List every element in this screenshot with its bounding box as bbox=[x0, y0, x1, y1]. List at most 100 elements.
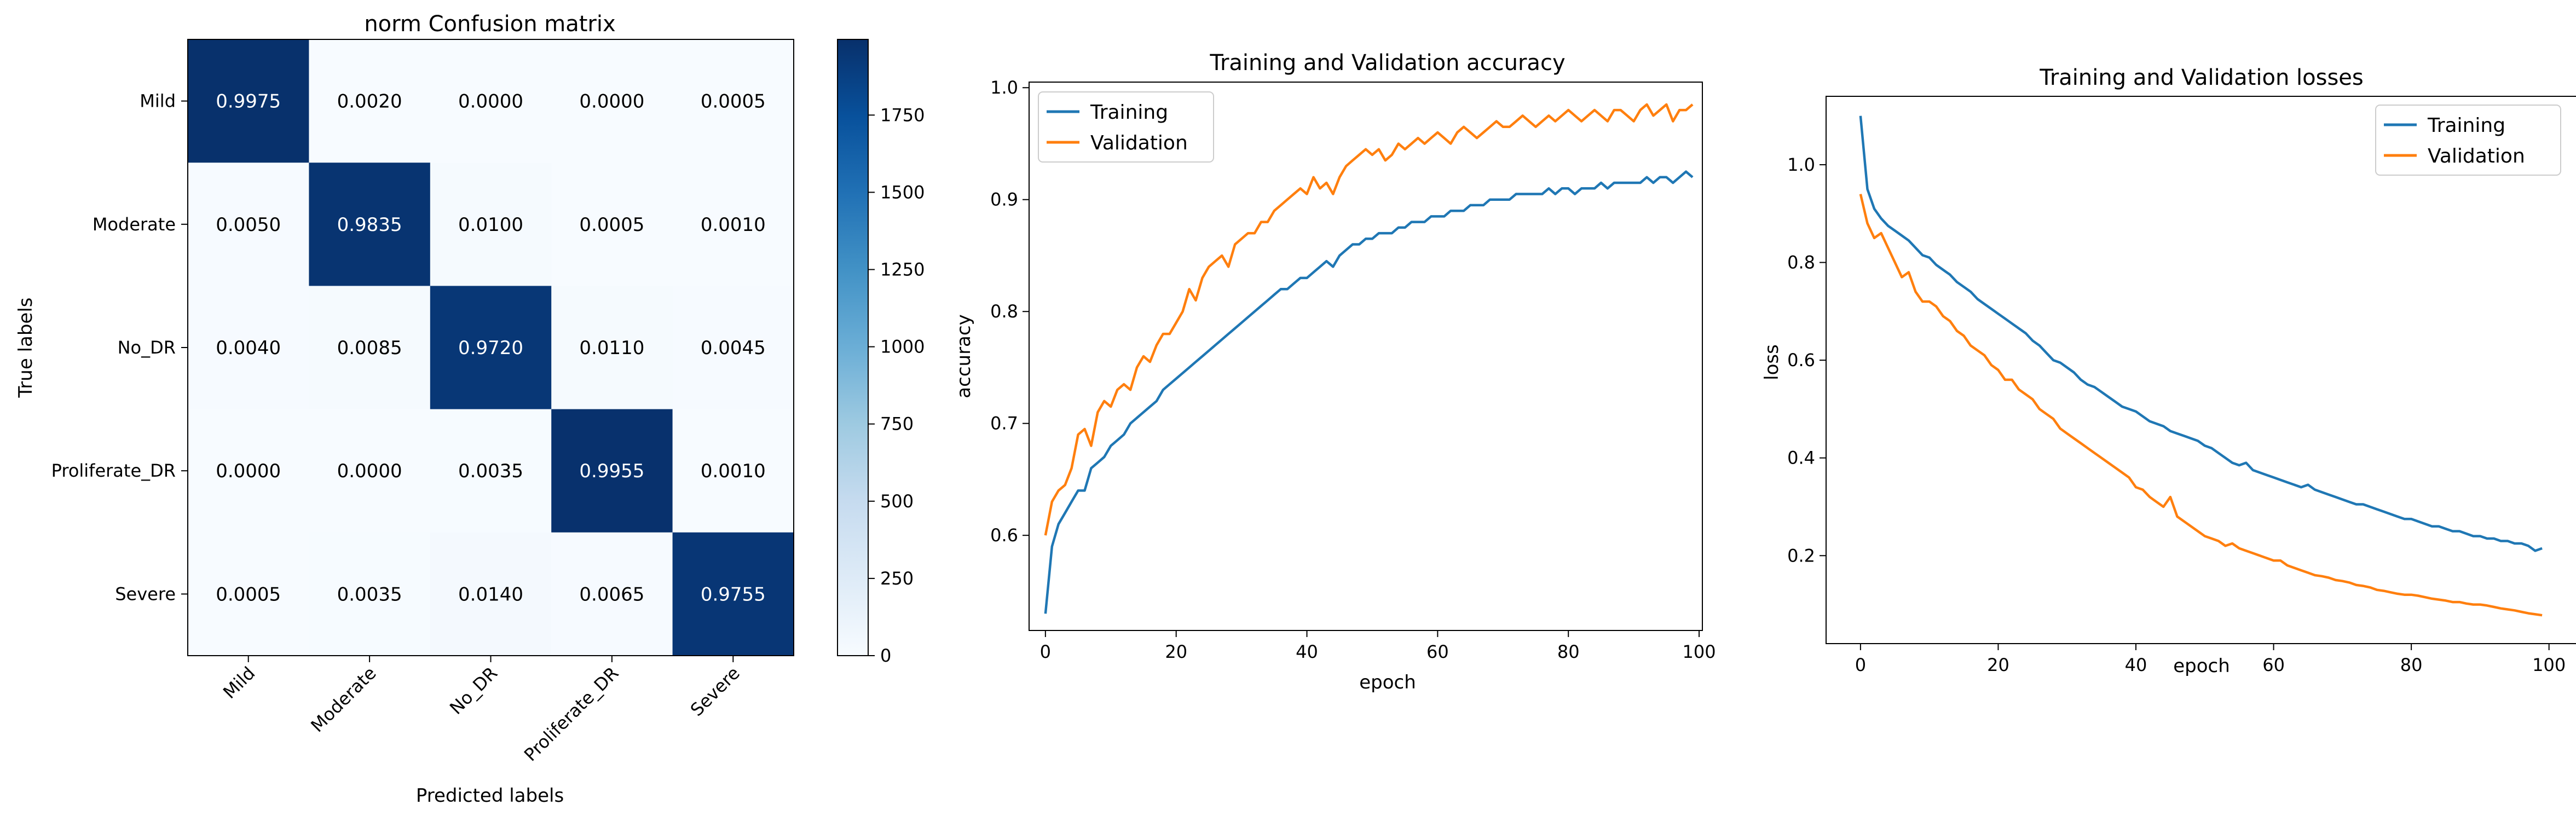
cm-cell bbox=[551, 163, 673, 286]
cm-cell-value: 0.0020 bbox=[337, 91, 402, 113]
cm-cell-value: 0.0010 bbox=[701, 214, 766, 236]
cm-cell-value: 0.0110 bbox=[579, 337, 644, 359]
cm-cell bbox=[188, 286, 309, 410]
acc-legend: Training Validation bbox=[1038, 91, 1214, 163]
cm-cell bbox=[672, 286, 794, 410]
loss-series-training bbox=[1859, 115, 2543, 552]
cm-yticks: Mild Moderate No_DR Proliferate_DR Severe bbox=[51, 91, 188, 604]
loss-xtick-label: 40 bbox=[2125, 655, 2147, 675]
cm-xtick-label: Moderate bbox=[307, 663, 380, 736]
loss-legend-training: Training bbox=[2427, 114, 2505, 137]
colorbar-ticks: 0 250 500 750 1000 1250 1500 1750 bbox=[868, 105, 925, 666]
cm-ytick-label: Mild bbox=[140, 91, 176, 112]
cm-cell-value: 0.0005 bbox=[579, 214, 644, 236]
acc-ytick-label: 0.9 bbox=[990, 189, 1018, 210]
cm-cell-value: 0.0000 bbox=[216, 460, 281, 482]
cm-cell bbox=[551, 286, 673, 410]
acc-xtick-label: 100 bbox=[1682, 641, 1716, 662]
accuracy-panel: Training and Validation accuracy 0 20 40 60… bbox=[953, 50, 1716, 693]
loss-xtick-label: 100 bbox=[2532, 655, 2566, 675]
acc-plot: 0 20 40 60 80 100 0.6 0.7 0.8 0.9 1.0 bbox=[990, 77, 1716, 662]
cm-cell-value: 0.0035 bbox=[337, 583, 402, 605]
cm-cell-value: 0.0010 bbox=[701, 460, 766, 482]
acc-legend-box bbox=[1038, 91, 1214, 163]
cm-cell-value: 0.0100 bbox=[458, 214, 523, 236]
cm-cell bbox=[309, 163, 431, 286]
cm-cell bbox=[188, 409, 309, 533]
cm-cell bbox=[551, 409, 673, 533]
cm-cell-value: 0.0045 bbox=[701, 337, 766, 359]
acc-series-training bbox=[1044, 170, 1694, 614]
acc-xtick-label: 20 bbox=[1165, 641, 1187, 662]
cm-cell-value: 0.9720 bbox=[458, 337, 523, 359]
cm-cells: 0.9975 0.0020 0.0000 0.0000 0.0005 0.0050 0.98… bbox=[188, 39, 794, 656]
cm-cell bbox=[430, 286, 552, 410]
cm-xtick-label: Severe bbox=[686, 663, 744, 720]
colorbar bbox=[837, 39, 869, 656]
loss-ytick-label: 0.8 bbox=[1787, 252, 1815, 273]
cm-cell bbox=[188, 39, 309, 163]
acc-xtick-label: 80 bbox=[1557, 641, 1580, 662]
cm-cell-value: 0.0140 bbox=[458, 583, 523, 605]
cm-cell-value: 0.9835 bbox=[337, 214, 402, 236]
loss-plot: 0 20 40 60 80 100 0.2 0.4 0.6 0.8 1.0 bbox=[1787, 115, 2566, 675]
acc-frame bbox=[1029, 82, 1703, 631]
loss-ytick-label: 0.2 bbox=[1787, 545, 1815, 566]
cm-cell-value: 0.0035 bbox=[458, 460, 523, 482]
loss-xtick-label: 60 bbox=[2262, 655, 2285, 675]
acc-ytick-label: 1.0 bbox=[990, 77, 1018, 98]
acc-xtick-label: 60 bbox=[1426, 641, 1449, 662]
cm-cell bbox=[430, 39, 552, 163]
cm-ylabel: True labels bbox=[15, 298, 37, 398]
cm-cell bbox=[672, 39, 794, 163]
loss-legend-validation: Validation bbox=[2428, 145, 2525, 167]
acc-xtick-label: 0 bbox=[1040, 641, 1051, 662]
cm-cell-value: 0.0050 bbox=[216, 214, 281, 236]
loss-xtick-label: 20 bbox=[1987, 655, 2009, 675]
acc-xlabel: epoch bbox=[1359, 672, 1416, 693]
loss-frame bbox=[1826, 96, 2576, 644]
cm-cell-value: 0.0085 bbox=[337, 337, 402, 359]
loss-xtick-label: 0 bbox=[1855, 655, 1866, 675]
acc-series-validation bbox=[1044, 103, 1694, 536]
loss-ylabel: loss bbox=[1761, 344, 1783, 380]
cm-cell bbox=[188, 532, 309, 656]
colorbar-tick-label: 750 bbox=[880, 414, 914, 435]
cm-cell-value: 0.0005 bbox=[701, 91, 766, 113]
cm-xtick-label: Mild bbox=[219, 663, 259, 703]
loss-ytick-label: 1.0 bbox=[1787, 154, 1815, 175]
loss-panel: Training and Validation losses 0 20 40 60 80… bbox=[1761, 65, 2576, 677]
colorbar-tick-label: 250 bbox=[880, 568, 914, 589]
cm-title: norm Confusion matrix bbox=[364, 11, 615, 37]
cm-cell-value: 0.0000 bbox=[579, 91, 644, 113]
acc-ytick-label: 0.7 bbox=[990, 413, 1018, 434]
acc-ytick-label: 0.6 bbox=[990, 525, 1018, 546]
loss-series-validation bbox=[1859, 194, 2543, 617]
loss-ytick-label: 0.4 bbox=[1787, 448, 1815, 468]
cm-cell-value: 0.0040 bbox=[216, 337, 281, 359]
cm-cell bbox=[551, 532, 673, 656]
colorbar-tick-label: 1500 bbox=[880, 182, 925, 202]
colorbar-tick-label: 0 bbox=[880, 645, 891, 666]
cm-cell-value: 0.9955 bbox=[579, 460, 644, 482]
cm-cell bbox=[551, 39, 673, 163]
loss-xlabel: epoch bbox=[2173, 655, 2230, 677]
cm-xticks: Mild Moderate No_DR Proliferate_DR Severe bbox=[219, 656, 744, 765]
colorbar-tick-label: 1000 bbox=[880, 337, 925, 357]
cm-cell bbox=[188, 163, 309, 286]
acc-legend-validation: Validation bbox=[1090, 132, 1188, 154]
acc-ytick-label: 0.8 bbox=[990, 301, 1018, 322]
cm-cell-value: 0.9975 bbox=[216, 91, 281, 113]
cm-cell bbox=[430, 532, 552, 656]
cm-xlabel: Predicted labels bbox=[416, 785, 564, 807]
cm-cell bbox=[309, 409, 431, 533]
loss-ytick-label: 0.6 bbox=[1787, 350, 1815, 371]
colorbar-tick-label: 1750 bbox=[880, 105, 925, 125]
cm-ytick-label: No_DR bbox=[118, 337, 176, 358]
cm-cell bbox=[430, 409, 552, 533]
colorbar-tick-label: 1250 bbox=[880, 259, 925, 280]
loss-legend-box bbox=[2375, 105, 2561, 176]
cm-cell bbox=[309, 286, 431, 410]
cm-cell-value: 0.0065 bbox=[579, 583, 644, 605]
